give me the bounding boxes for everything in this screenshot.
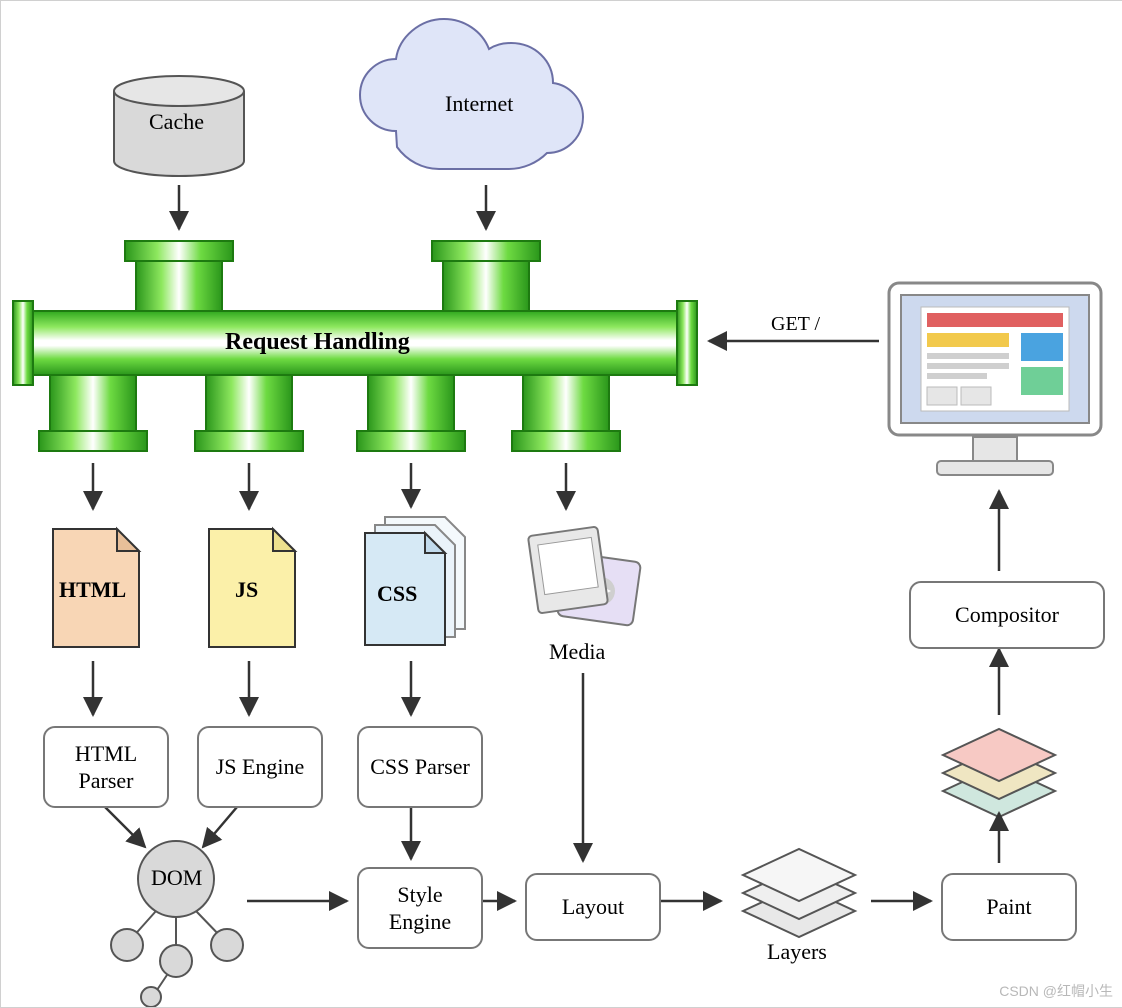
watermark: CSDN @红帽小生 [999, 981, 1113, 1001]
internet-label: Internet [445, 91, 513, 117]
monitor-icon [889, 283, 1101, 475]
media-icon [528, 527, 641, 626]
paint-box: Paint [941, 873, 1077, 941]
request-handling-label: Request Handling [225, 329, 410, 356]
css-label: CSS [377, 581, 417, 607]
js-engine-box: JS Engine [197, 726, 323, 808]
style-engine-box: Style Engine [357, 867, 483, 949]
dom-label: DOM [151, 865, 202, 891]
compositor-box: Compositor [909, 581, 1105, 649]
color-layers-icon [943, 729, 1055, 817]
diagram-canvas: Cache Internet Request Handling GET / HT… [0, 0, 1122, 1008]
html-label: HTML [59, 577, 126, 603]
get-label: GET / [771, 313, 820, 336]
html-parser-box: HTML Parser [43, 726, 169, 808]
layers-label: Layers [767, 939, 827, 965]
js-label: JS [235, 577, 258, 603]
media-label: Media [549, 639, 605, 665]
cache-label: Cache [149, 109, 204, 135]
layout-box: Layout [525, 873, 661, 941]
layers-icon [743, 849, 855, 937]
css-parser-box: CSS Parser [357, 726, 483, 808]
